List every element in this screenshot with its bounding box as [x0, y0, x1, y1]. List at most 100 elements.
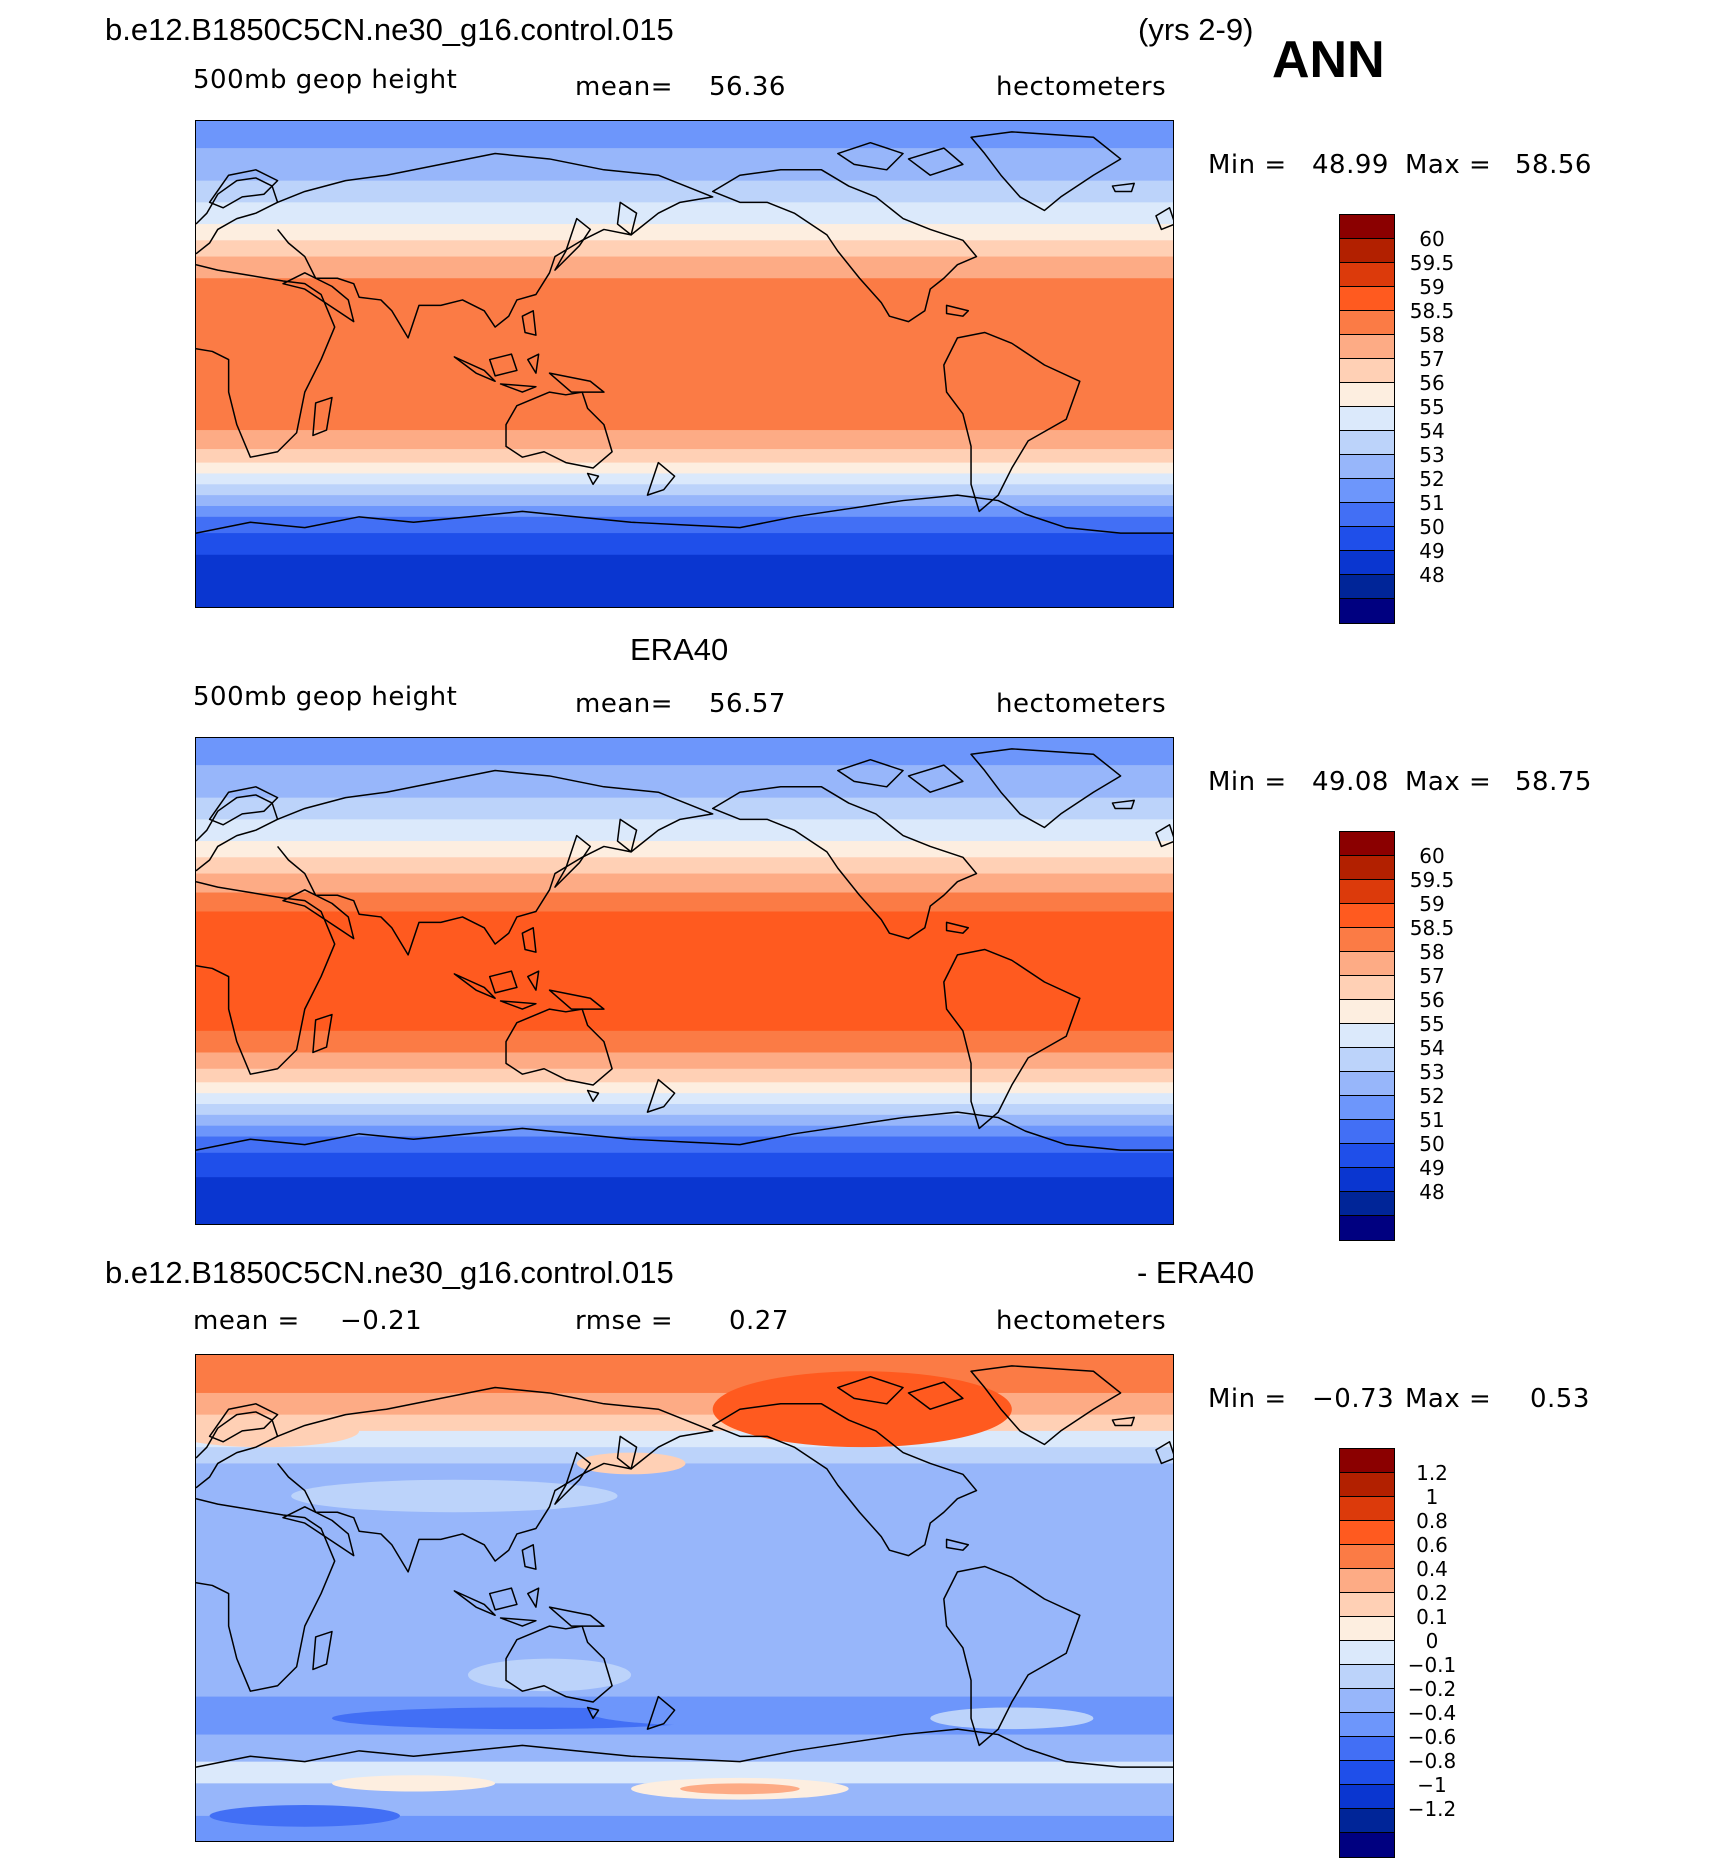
colorbar-tick-label: 56: [1419, 988, 1445, 1012]
colorbar-swatch: [1340, 880, 1394, 904]
panel-model-map: [195, 120, 1174, 608]
colorbar-tick-label: 0.8: [1416, 1509, 1448, 1533]
colorbar-swatch: [1340, 1617, 1394, 1641]
colorbar-swatch: [1340, 976, 1394, 1000]
contour-band: [196, 857, 1173, 875]
colorbar-tick-label: −0.6: [1407, 1725, 1457, 1749]
colorbar-tick-label: 51: [1419, 1108, 1445, 1132]
colorbar-swatch: [1340, 599, 1394, 623]
colorbar-swatch: [1340, 832, 1394, 856]
panel-obs-min-value: 49.08: [1312, 767, 1389, 797]
panel-obs-min-label: Min =: [1208, 767, 1287, 797]
contour-band: [196, 554, 1173, 607]
colorbar-tick-label: 49: [1419, 539, 1445, 563]
colorbar-swatch: [1340, 311, 1394, 335]
colorbar-swatch: [1340, 1593, 1394, 1617]
contour-band: [196, 278, 1173, 431]
colorbar-tick-label: 58: [1419, 323, 1445, 347]
colorbar-swatch: [1340, 1048, 1394, 1072]
contour-band: [196, 1093, 1173, 1105]
colorbar-swatch: [1340, 1168, 1394, 1192]
colorbar-swatch: [1340, 431, 1394, 455]
colorbar-tick-label: 49: [1419, 1156, 1445, 1180]
colorbar-swatch: [1340, 1096, 1394, 1120]
colorbar-tick-label: −0.8: [1407, 1749, 1457, 1773]
colorbar-swatch: [1340, 239, 1394, 263]
colorbar-tick-label: 0.2: [1416, 1581, 1448, 1605]
contour-band: [196, 505, 1173, 518]
colorbar-swatch: [1340, 1713, 1394, 1737]
panel-diff-max-label: Max =: [1405, 1384, 1492, 1414]
colorbar-tick-label: 52: [1419, 1084, 1445, 1108]
panel-diff-mean-label: mean =: [193, 1306, 300, 1336]
colorbar-swatch: [1340, 1120, 1394, 1144]
contour-patch: [590, 1699, 890, 1727]
colorbar-swatch: [1340, 1737, 1394, 1761]
panel-model-mean-value: 56.36: [709, 72, 786, 102]
colorbar-tick-label: 58.5: [1409, 299, 1455, 323]
colorbar-swatch: [1340, 335, 1394, 359]
panel-model-colorbar: [1339, 214, 1395, 624]
colorbar-tick-label: 55: [1419, 395, 1445, 419]
panel-diff-colorbar: [1339, 1448, 1395, 1858]
colorbar-swatch: [1340, 1192, 1394, 1216]
panel-model-units: hectometers: [996, 72, 1167, 102]
contour-band: [196, 1114, 1173, 1127]
panel-model-min-label: Min =: [1208, 150, 1287, 180]
panel-diff-contour-patches: [196, 1371, 1094, 1827]
colorbar-swatch: [1340, 215, 1394, 239]
panel-obs-mean-label: mean=: [575, 689, 674, 719]
colorbar-tick-label: 1.2: [1416, 1461, 1448, 1485]
colorbar-swatch: [1340, 1665, 1394, 1689]
colorbar-swatch: [1340, 1761, 1394, 1785]
contour-band: [196, 1104, 1173, 1116]
colorbar-swatch: [1340, 455, 1394, 479]
colorbar-swatch: [1340, 287, 1394, 311]
panel-diff-title-right: - ERA40: [1137, 1255, 1255, 1290]
colorbar-tick-label: −0.2: [1407, 1677, 1457, 1701]
colorbar-tick-label: 59.5: [1409, 868, 1455, 892]
panel-model-field-label: 500mb geop height: [193, 65, 458, 95]
contour-band: [196, 1030, 1173, 1054]
colorbar-swatch: [1340, 856, 1394, 880]
contour-band: [196, 1355, 1173, 1394]
contour-band: [196, 148, 1173, 182]
panel-obs-field-label: 500mb geop height: [193, 682, 458, 712]
contour-band: [196, 892, 1173, 913]
colorbar-tick-label: 53: [1419, 443, 1445, 467]
contour-band: [196, 495, 1173, 507]
colorbar-tick-label: 50: [1419, 1132, 1445, 1156]
contour-patch: [680, 1783, 800, 1795]
contour-band: [196, 121, 1173, 149]
contour-band: [196, 819, 1173, 842]
colorbar-swatch: [1340, 928, 1394, 952]
colorbar-swatch: [1340, 1072, 1394, 1096]
contour-patch: [331, 1775, 496, 1792]
contour-band: [196, 240, 1173, 258]
colorbar-swatch: [1340, 1000, 1394, 1024]
panel-obs-max-label: Max =: [1405, 767, 1492, 797]
contour-patch: [576, 1452, 686, 1475]
colorbar-tick-label: 48: [1419, 563, 1445, 587]
contour-patch: [467, 1658, 632, 1692]
contour-band: [196, 1082, 1173, 1094]
colorbar-tick-label: 57: [1419, 964, 1445, 988]
panel-obs-colorbar: [1339, 831, 1395, 1241]
colorbar-tick-label: 58: [1419, 940, 1445, 964]
contour-patch: [209, 1805, 400, 1827]
contour-band: [196, 873, 1173, 894]
panel-obs-map: [195, 737, 1174, 1225]
colorbar-swatch: [1340, 904, 1394, 928]
colorbar-swatch: [1340, 575, 1394, 599]
colorbar-swatch: [1340, 1833, 1394, 1857]
colorbar-tick-label: 54: [1419, 1036, 1445, 1060]
colorbar-tick-label: 48: [1419, 1180, 1445, 1204]
contour-band: [196, 797, 1173, 820]
colorbar-tick-label: 58.5: [1409, 916, 1455, 940]
panel-model-mean-label: mean=: [575, 72, 674, 102]
contour-band: [196, 1392, 1173, 1416]
contour-band: [196, 1177, 1173, 1224]
colorbar-swatch: [1340, 551, 1394, 575]
colorbar-swatch: [1340, 952, 1394, 976]
colorbar-swatch: [1340, 527, 1394, 551]
